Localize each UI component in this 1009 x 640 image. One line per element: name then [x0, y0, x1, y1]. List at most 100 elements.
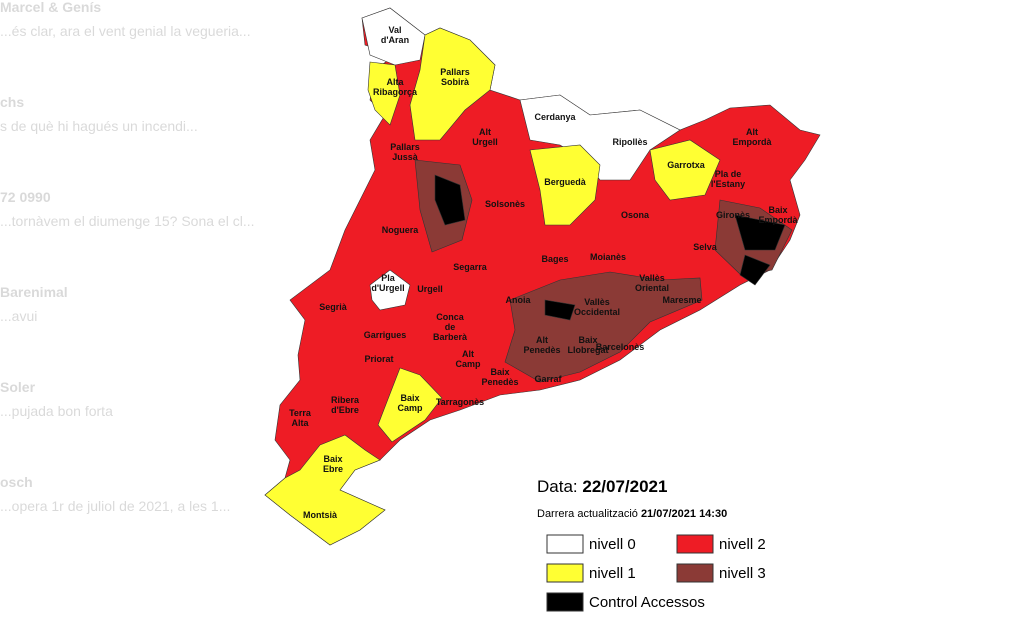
region-label: Alta Ribagorça: [373, 77, 418, 97]
region-label: Vallès Occidental: [574, 297, 620, 317]
region-label-line: Occidental: [574, 307, 620, 317]
region-label-line: Barberà: [433, 332, 468, 342]
area-control-accessos: [734, 214, 786, 251]
region-label: Osona: [621, 210, 650, 220]
legend-label: Control Accessos: [589, 594, 705, 611]
legend-label: nivell 1: [589, 565, 636, 582]
region-label-line: Val: [388, 25, 401, 35]
region-label-line: Priorat: [364, 354, 393, 364]
region-label-line: Anoia: [505, 295, 531, 305]
legend-swatch: [546, 534, 584, 554]
region-label-line: Sobirà: [441, 77, 470, 87]
region-label-line: Terra: [289, 408, 312, 418]
region-label-line: Garrotxa: [667, 160, 706, 170]
region-label-line: Pallars: [390, 142, 420, 152]
region-label: Alt Urgell: [472, 127, 498, 147]
region-label: Tarragonès: [436, 397, 484, 407]
chat-preview: ...pujada bon forta: [0, 403, 113, 419]
area-nivell-3: [504, 271, 703, 383]
region-label-line: l'Estany: [711, 179, 745, 189]
region-label-line: Alt: [479, 127, 491, 137]
region-label: Alt Empordà: [732, 127, 772, 147]
region-label-line: Cerdanya: [534, 112, 576, 122]
region-label: Segarra: [453, 262, 488, 272]
area-nivell-0: [519, 94, 681, 181]
region-label: Baix Llobregat: [567, 335, 608, 355]
region-label-line: Conca: [436, 312, 465, 322]
area-nivell-1: [649, 139, 721, 201]
region-label-line: d'Ebre: [331, 405, 359, 415]
legend-swatch: [546, 563, 584, 583]
chat-background: Marcel & Genís ...és clar, ara el vent ge…: [0, 0, 254, 514]
region-label: Conca de Barberà: [433, 312, 468, 342]
region-label: Pallars Jussà: [390, 142, 420, 162]
area-nivell-1: [367, 61, 401, 126]
region-label: Pla de l'Estany: [711, 169, 745, 189]
area-nivell-0: [361, 7, 426, 66]
region-label: Cerdanya: [534, 112, 576, 122]
region-label-line: Baix: [323, 454, 342, 464]
region-label-line: Garraf: [534, 374, 562, 384]
region-label-line: Bages: [541, 254, 568, 264]
region-label-line: Jussà: [392, 152, 419, 162]
region-label: Pla d'Urgell: [371, 273, 404, 293]
region-label-line: Oriental: [635, 283, 669, 293]
area-nivell-1: [409, 27, 496, 141]
region-label: Garrotxa: [667, 160, 706, 170]
region-label-line: Moianès: [590, 252, 626, 262]
map: [264, 7, 821, 546]
region-label-line: Camp: [397, 403, 423, 413]
region-label-line: Empordà: [732, 137, 772, 147]
region-label: Anoia: [505, 295, 531, 305]
area-nivell-1: [264, 434, 386, 546]
region-label: Maresme: [662, 295, 701, 305]
region-label-line: Tarragonès: [436, 397, 484, 407]
area-control-accessos: [544, 299, 576, 321]
region-label-line: Vallès: [584, 297, 610, 307]
region-label-line: Urgell: [417, 284, 443, 294]
region-label: Urgell: [417, 284, 443, 294]
region-label-line: Ebre: [323, 464, 343, 474]
region-label: Baix Penedès: [481, 367, 518, 387]
chat-preview: ...tornàvem el diumenge 15? Sona el cl..…: [0, 213, 254, 229]
legend-swatch: [676, 563, 714, 583]
region-label: Baix Ebre: [323, 454, 343, 474]
region-label-line: Barcelonès: [596, 342, 645, 352]
region-label-line: Osona: [621, 210, 650, 220]
region-label-line: Solsonès: [485, 199, 525, 209]
region-label: Alt Camp: [455, 349, 481, 369]
region-label: Moianès: [590, 252, 626, 262]
region-label-line: Urgell: [472, 137, 498, 147]
region-label-line: Pla: [381, 273, 396, 283]
region-label-line: Maresme: [662, 295, 701, 305]
region-label-line: Baix: [490, 367, 509, 377]
region-label: Val d'Aran: [381, 25, 409, 45]
region-label: Montsià: [303, 510, 338, 520]
chat-name: Barenimal: [0, 284, 68, 300]
region-label-line: Pallars: [440, 67, 470, 77]
region-label-line: Berguedà: [544, 177, 587, 187]
region-label-line: Alta: [291, 418, 309, 428]
region-label-line: Alt: [536, 335, 548, 345]
region-label-line: Penedès: [481, 377, 518, 387]
legend-label: nivell 3: [719, 565, 766, 582]
region-label: Segrià: [319, 302, 348, 312]
region-label: Solsonès: [485, 199, 525, 209]
region-label-line: Baix: [768, 205, 787, 215]
region-label-line: Segrià: [319, 302, 348, 312]
region-label-line: d'Aran: [381, 35, 409, 45]
region-label-line: Camp: [455, 359, 481, 369]
region-label: Ribera d'Ebre: [331, 395, 360, 415]
region-label-line: Baix: [578, 335, 597, 345]
legend-label: nivell 0: [589, 536, 636, 553]
region-label: Vallès Oriental: [635, 273, 669, 293]
legend-swatch: [676, 534, 714, 554]
region-label-line: Ribagorça: [373, 87, 418, 97]
region-label: Terra Alta: [289, 408, 312, 428]
chat-preview: ...opera 1r de juliol de 2021, a les 1..…: [0, 498, 230, 514]
region-label-line: Selva: [693, 242, 718, 252]
chat-name: Soler: [0, 379, 36, 395]
region-label-line: de: [445, 322, 456, 332]
